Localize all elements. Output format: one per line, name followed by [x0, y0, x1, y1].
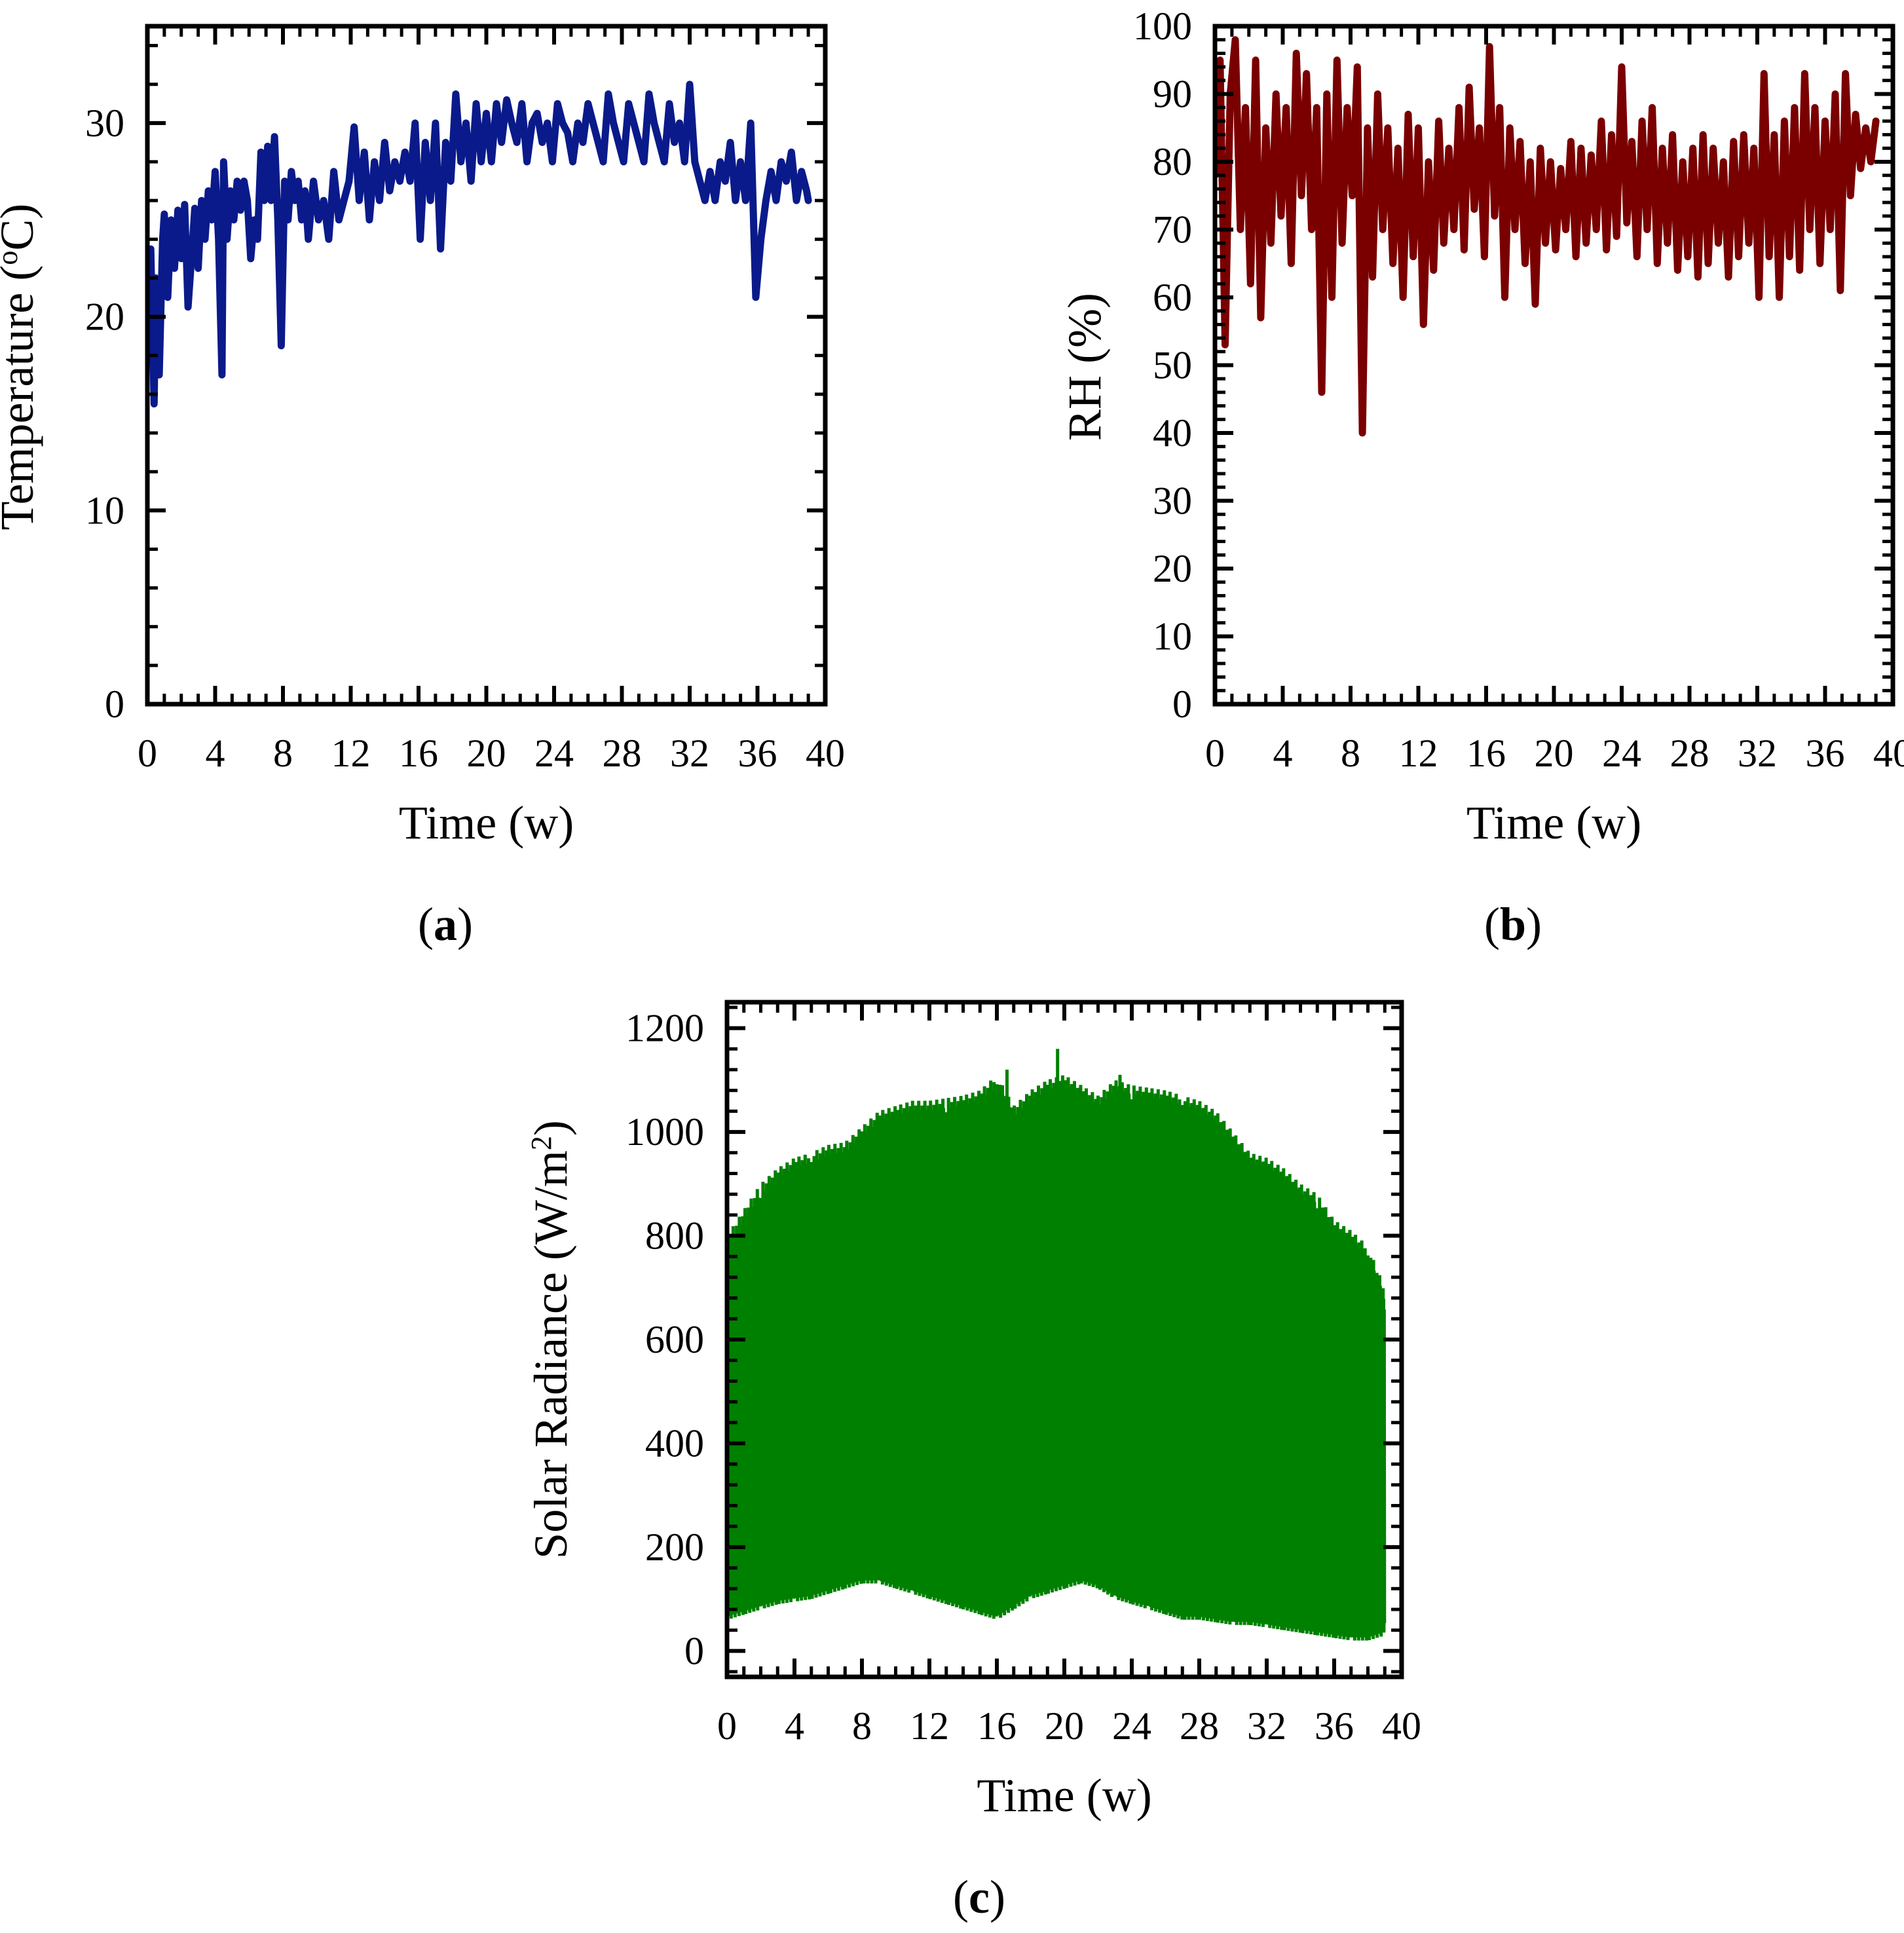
- y-tick-label: 1200: [625, 1007, 704, 1050]
- x-tick-label: 28: [1670, 732, 1709, 775]
- x-tick-label: 16: [977, 1704, 1017, 1748]
- caption-letter: c: [969, 1871, 990, 1923]
- x-tick-label: 36: [1806, 732, 1845, 775]
- caption-letter: a: [434, 898, 457, 950]
- y-tick-label: 10: [85, 489, 124, 532]
- x-tick-label: 28: [603, 732, 642, 775]
- y-axis-label: RH (%): [1058, 293, 1111, 441]
- caption-open-paren: (: [1484, 898, 1500, 950]
- x-tick-label: 20: [1535, 732, 1574, 775]
- x-tick-label: 32: [670, 732, 709, 775]
- x-tick-label: 12: [331, 732, 371, 775]
- data-group: [727, 1049, 1387, 1641]
- data-group: [1215, 36, 1880, 437]
- caption-close-paren: ): [457, 898, 473, 950]
- x-tick-label: 40: [1382, 1704, 1421, 1748]
- x-tick-label: 36: [1315, 1704, 1354, 1748]
- caption-close-paren: ): [1526, 898, 1542, 950]
- panel-c-solar-radiance-chart: 0 4 8 12 16 20 24 28 32 36 40020040060080010001200…: [525, 1000, 1421, 1923]
- x-tick-label: 40: [1873, 732, 1904, 775]
- panel-caption: (b): [1484, 898, 1542, 950]
- caption-letter: b: [1500, 898, 1526, 950]
- series-line-rh: [1215, 36, 1880, 437]
- y-tick-label: 70: [1153, 208, 1192, 252]
- data-group: [147, 81, 812, 408]
- x-tick-label: 0: [138, 732, 157, 775]
- x-tick-label: 20: [467, 732, 506, 775]
- y-tick-label: 30: [1153, 479, 1192, 523]
- x-tick-label: 36: [738, 732, 777, 775]
- y-tick-label: 0: [105, 683, 124, 726]
- x-tick-label: 28: [1180, 1704, 1219, 1748]
- caption-open-paren: (: [953, 1871, 969, 1923]
- y-tick-label: 200: [645, 1526, 704, 1569]
- x-tick-label: 8: [273, 732, 293, 775]
- x-tick-label: 24: [534, 732, 574, 775]
- y-tick-label: 40: [1153, 411, 1192, 455]
- series-line-temperature: [147, 81, 812, 408]
- y-tick-label: 1000: [625, 1110, 704, 1154]
- x-tick-label: 8: [1341, 732, 1360, 775]
- y-label-superscript: 2: [525, 1136, 557, 1150]
- x-tick-label: 16: [1466, 732, 1506, 775]
- caption-open-paren: (: [418, 898, 434, 950]
- y-tick-label: 60: [1153, 276, 1192, 319]
- x-tick-label: 32: [1738, 732, 1777, 775]
- x-axis-label: Time (w): [399, 797, 574, 849]
- x-tick-label: 24: [1602, 732, 1641, 775]
- x-tick-label: 4: [1273, 732, 1293, 775]
- x-tick-label: 8: [852, 1704, 872, 1748]
- y-label-text: Temperature (: [0, 265, 43, 531]
- caption-close-paren: ): [990, 1871, 1005, 1923]
- x-tick-label: 4: [785, 1704, 804, 1748]
- panel-caption: (a): [418, 898, 473, 950]
- x-tick-label: 40: [806, 732, 845, 775]
- y-tick-label: 10: [1153, 615, 1192, 658]
- x-axis-label: Time (w): [1466, 797, 1641, 849]
- y-tick-label: 400: [645, 1421, 704, 1465]
- y-label-superscript: o: [0, 251, 24, 265]
- x-axis-label: Time (w): [977, 1769, 1151, 1822]
- y-tick-label: 90: [1153, 73, 1192, 116]
- y-label-text-end: C): [0, 204, 43, 251]
- x-tick-label: 12: [910, 1704, 949, 1748]
- y-tick-label: 80: [1153, 140, 1192, 183]
- y-tick-label: 0: [1172, 683, 1192, 726]
- y-tick-label: 20: [85, 295, 124, 339]
- y-axis-label: Temperature (oC): [0, 204, 43, 531]
- panel-a-temperature-chart: 0 4 8 12 16 20 24 28 32 36 40 0 10 20 30 Time (w) Temper…: [0, 24, 845, 950]
- x-tick-label: 0: [717, 1704, 737, 1748]
- y-tick-label: 800: [645, 1214, 704, 1258]
- x-tick-label: 4: [206, 732, 225, 775]
- y-label-text: Solar Radiance (W/m: [525, 1150, 577, 1559]
- y-axis-label: Solar Radiance (W/m2): [525, 1120, 577, 1559]
- panel-caption: (c): [953, 1871, 1005, 1923]
- x-tick-label: 16: [399, 732, 438, 775]
- x-tick-label: 20: [1045, 1704, 1084, 1748]
- y-tick-label: 600: [645, 1318, 704, 1361]
- y-tick-label: 20: [1153, 547, 1192, 590]
- x-tick-label: 0: [1205, 732, 1225, 775]
- y-tick-label: 30: [85, 102, 124, 145]
- series-envelope: [727, 1106, 1385, 1609]
- y-tick-label: 0: [684, 1629, 704, 1672]
- y-tick-label: 50: [1153, 344, 1192, 387]
- x-tick-label: 12: [1399, 732, 1438, 775]
- x-tick-label: 32: [1247, 1704, 1286, 1748]
- panel-b-rh-chart: 0 4 8 12 16 20 24 28 32 36 40 0 10 20 30 40 50 60 70 80 90 10…: [1058, 5, 1904, 950]
- x-tick-label: 24: [1112, 1704, 1151, 1748]
- y-label-text-end: ): [525, 1120, 577, 1136]
- y-tick-label: 100: [1133, 5, 1192, 48]
